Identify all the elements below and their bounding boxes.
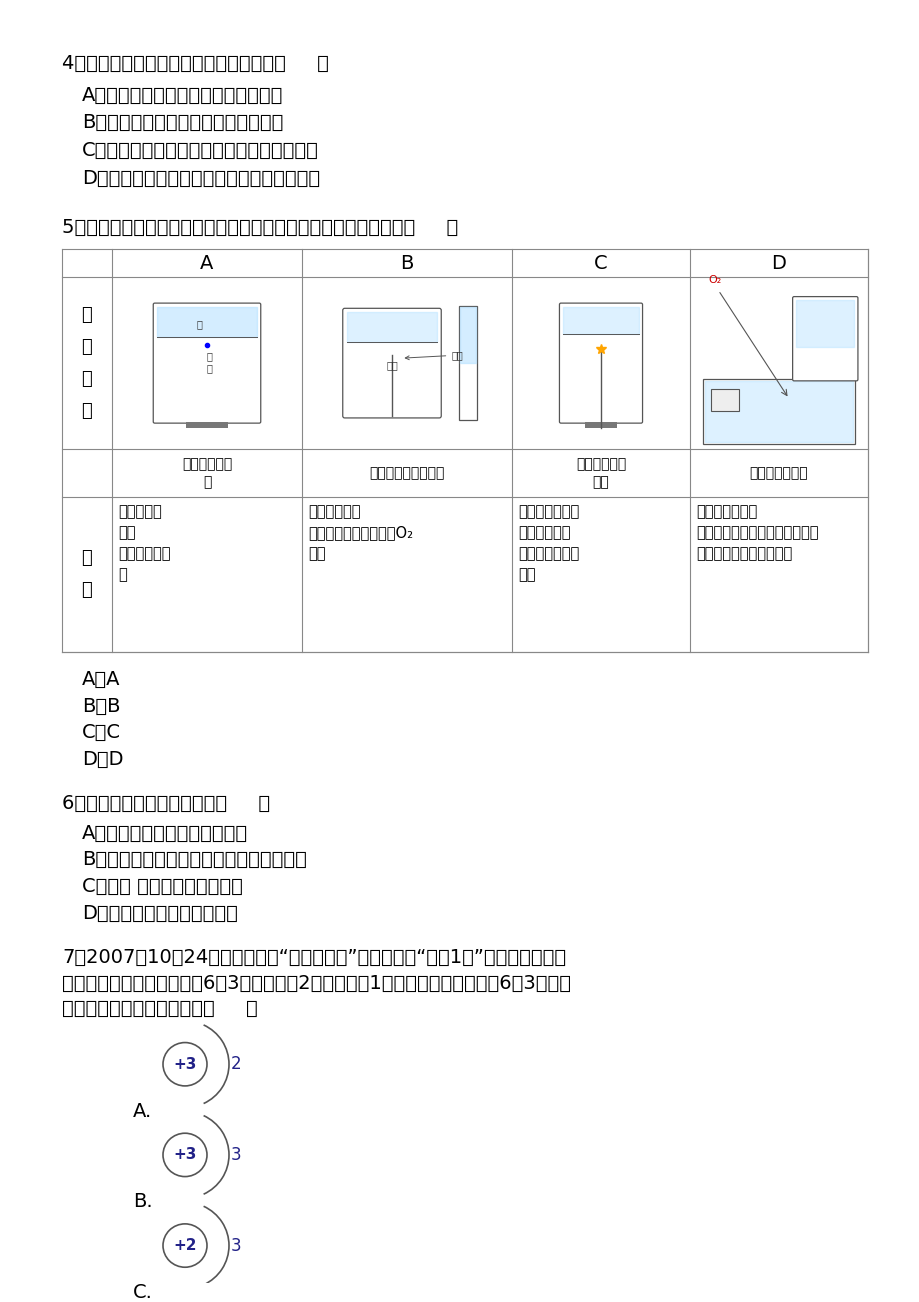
Text: +3: +3 [173,1057,197,1072]
Text: D．分子质量大，原子质量小: D．分子质量大，原子质量小 [82,904,238,923]
Text: C: C [594,254,607,272]
Circle shape [163,1224,207,1267]
Text: 3: 3 [231,1237,242,1255]
Text: B．在化学变化中，分子可分，原子不可分: B．在化学变化中，分子可分，原子不可分 [82,850,307,870]
Text: B: B [400,254,414,272]
Text: B．B: B．B [82,697,120,716]
Text: C．硫粉在氧气中燃烧产生明亮的蓝紫色火焰: C．硫粉在氧气中燃烧产生明亮的蓝紫色火焰 [82,141,319,160]
Text: 实
验
装
置: 实 验 装 置 [82,306,92,421]
Text: C.: C. [133,1282,153,1302]
Text: A: A [200,254,213,272]
Text: A．A: A．A [82,671,120,689]
Text: 集气瓶中的水：
冷却溅落融熳
物，防止集气瓶
炸裂: 集气瓶中的水： 冷却溅落融熳 物，防止集气瓶 炸裂 [517,505,579,582]
Text: 排水法收集氧气: 排水法收集氧气 [749,466,808,480]
Text: 其任务之一是探测月球上氖6－3（质子数为2，中子数为1的原子）资源．下列氖6－3原子的: 其任务之一是探测月球上氖6－3（质子数为2，中子数为1的原子）资源．下列氖6－3… [62,974,571,992]
Text: 3: 3 [231,1146,242,1164]
Text: 氧: 氧 [206,352,211,361]
Text: A．分子是构成物质的一种微粒: A．分子是构成物质的一种微粒 [82,824,248,842]
Text: 4．下列关于燃烧现象的描述，正确的是（     ）: 4．下列关于燃烧现象的描述，正确的是（ ） [62,55,328,73]
Bar [584,422,617,427]
Text: +2: +2 [173,1238,197,1253]
Circle shape [163,1133,207,1177]
Text: O₂: O₂ [708,275,720,285]
Text: B．红磷在空气中燃烧产生大量的白雾: B．红磷在空气中燃烧产生大量的白雾 [82,113,283,133]
Text: C．C: C．C [82,724,121,742]
Text: 集气瓶中的水：
水先将集气瓶内的空气排净，后
便于观察氧气何时收集满: 集气瓶中的水： 水先将集气瓶内的空气排净，后 便于观察氧气何时收集满 [696,505,818,561]
Text: 鐵丝在氧气中
燃烧: 鐵丝在氧气中 燃烧 [575,457,626,490]
Text: 硫: 硫 [196,319,201,329]
Text: A.: A. [133,1101,152,1121]
Text: 集气瓶中的
水：
吸收放出的热
量: 集气瓶中的 水： 吸收放出的热 量 [118,505,170,582]
Text: C．分子 间有空隙，原子没有: C．分子 间有空隙，原子没有 [82,878,243,896]
Text: 5．下列实验指定容器中的水，其解释没有体现水的主要作用的是（     ）: 5．下列实验指定容器中的水，其解释没有体现水的主要作用的是（ ） [62,217,458,237]
Bar [703,379,854,444]
Text: D．D: D．D [82,750,123,769]
Text: +3: +3 [173,1147,197,1163]
FancyBboxPatch shape [792,297,857,381]
Bar [710,389,738,411]
Text: 6．分子与原子的本质区别是（     ）: 6．分子与原子的本质区别是（ ） [62,794,270,814]
Circle shape [163,1043,207,1086]
Text: D: D [771,254,786,272]
Text: D．鐵丝在空气中燃烧生成黑色的四氧化三鐵: D．鐵丝在空气中燃烧生成黑色的四氧化三鐵 [82,168,320,187]
Text: 气: 气 [206,363,211,372]
Text: 红磷: 红磷 [386,361,397,370]
Text: 原子结构示意图中正确的是（     ）: 原子结构示意图中正确的是（ ） [62,999,257,1018]
Text: B.: B. [133,1193,153,1211]
Text: 硫在氧气中燃
烧: 硫在氧气中燃 烧 [182,457,232,490]
FancyBboxPatch shape [559,303,641,423]
Text: 解
释: 解 释 [82,549,92,599]
Text: 红磷: 红磷 [405,350,462,361]
Text: 量筒中的水：
通过水体积的变化得出O₂
体积: 量筒中的水： 通过水体积的变化得出O₂ 体积 [308,505,413,561]
FancyBboxPatch shape [343,309,441,418]
FancyBboxPatch shape [153,303,260,423]
Text: 测定空气中氧气含量: 测定空气中氧气含量 [369,466,444,480]
Text: 2: 2 [231,1055,242,1073]
Text: 7．2007年10月24日，我国使用“长征三号甲”运载火箭将“娥娥1号”送上月球轨道，: 7．2007年10月24日，我国使用“长征三号甲”运载火箭将“娥娥1号”送上月球… [62,948,565,967]
Bar [186,422,228,427]
Text: A．木炭在氧气中燃烧产生大量的白烟: A．木炭在氧气中燃烧产生大量的白烟 [82,86,283,104]
Bar [459,306,477,421]
